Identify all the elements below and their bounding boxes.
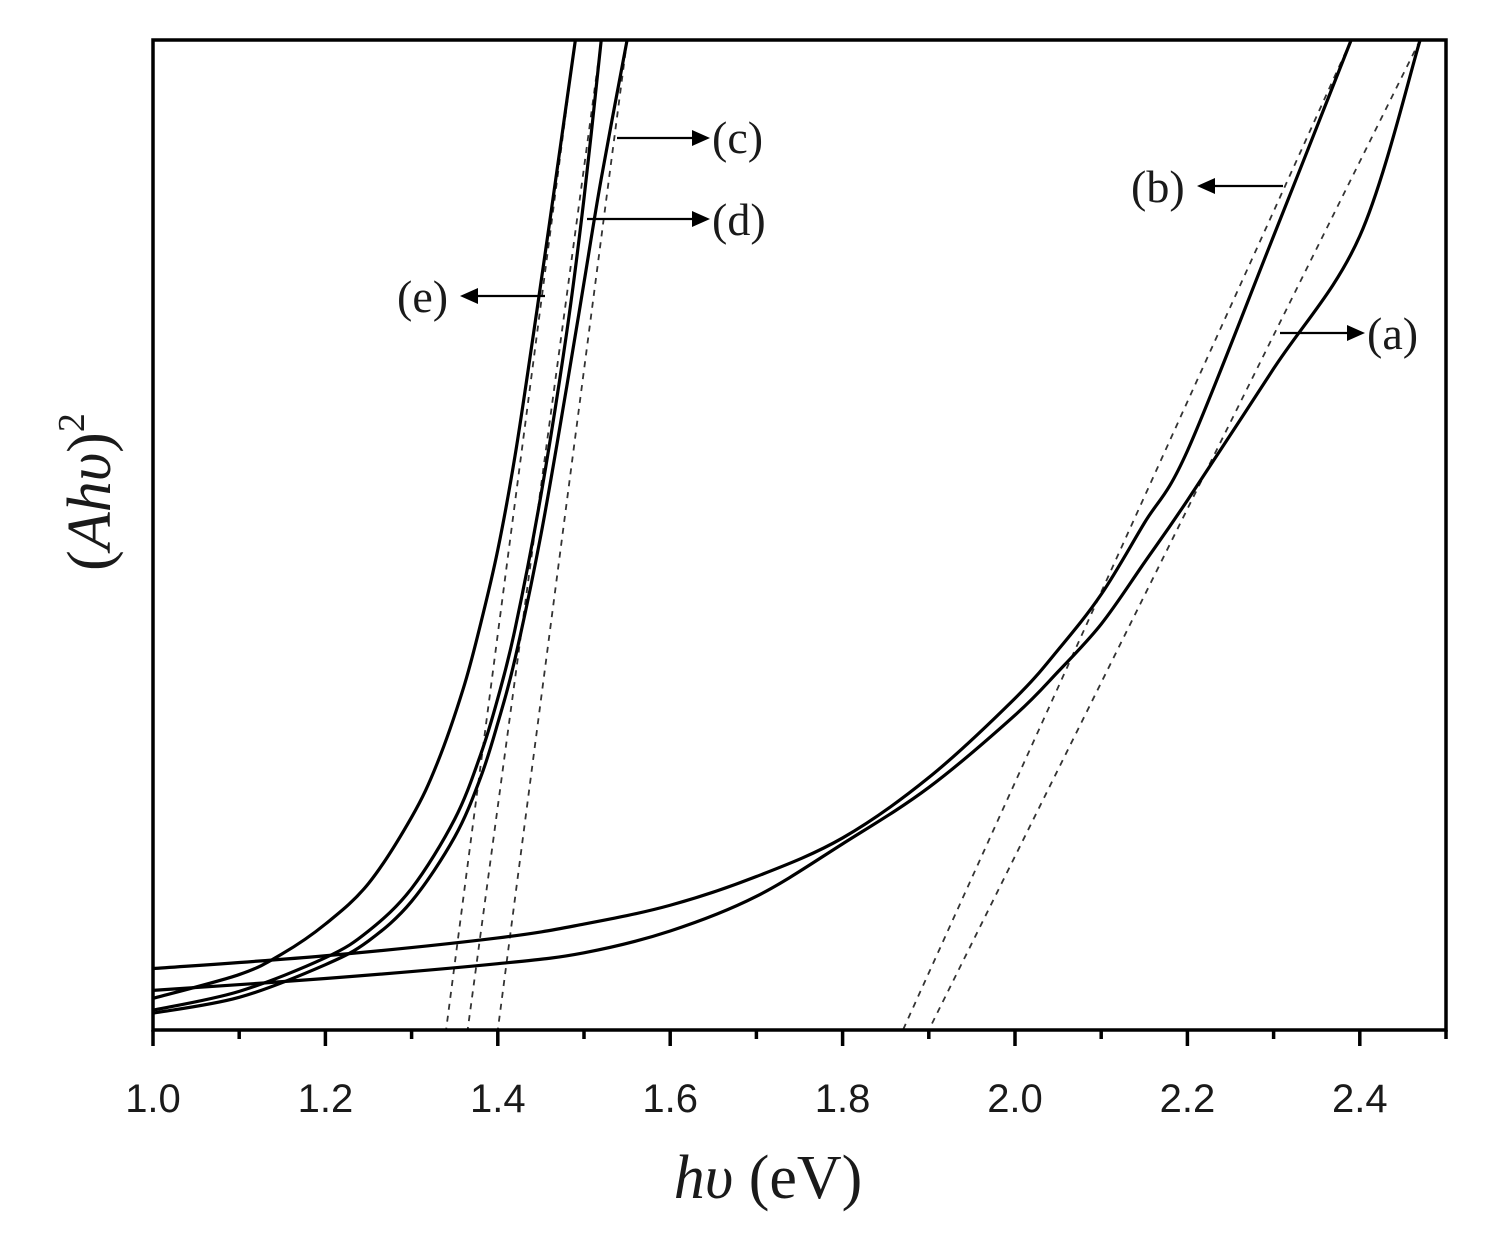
label-d: (d) xyxy=(712,194,766,245)
annotation-b: (b) xyxy=(1131,161,1283,212)
tauc-fit-lines xyxy=(445,39,1421,1031)
arrowhead-e-icon xyxy=(460,288,478,304)
label-a: (a) xyxy=(1367,308,1418,359)
x-tick-label: 1.4 xyxy=(470,1077,526,1121)
x-axis-title-symbol: hυ xyxy=(674,1144,733,1212)
annotation-e: (e) xyxy=(397,271,545,322)
curve-a xyxy=(152,39,1422,992)
annotation-a: (a) xyxy=(1280,308,1418,359)
label-e: (e) xyxy=(397,271,448,322)
y-axis-title-open-paren: ( xyxy=(56,550,124,571)
x-tick-label: 2.2 xyxy=(1160,1077,1216,1121)
fit-line-c xyxy=(496,39,628,1031)
y-axis-title-exponent: 2 xyxy=(51,413,93,432)
arrowhead-b-icon xyxy=(1197,178,1215,194)
x-axis-title-unit: (eV) xyxy=(733,1144,862,1212)
fit-line-a xyxy=(927,39,1421,1031)
fit-line-d xyxy=(466,39,603,1031)
x-axis-ticks xyxy=(151,1030,1448,1046)
y-axis-title-close-paren: ) xyxy=(56,432,124,453)
x-tick-label: 1.2 xyxy=(298,1077,354,1121)
x-axis-title: hυ (eV) xyxy=(674,1144,863,1212)
y-axis-title: (Ahυ)2 xyxy=(51,413,124,571)
x-axis-tick-labels: 1.0 1.2 1.4 1.6 1.8 2.0 2.2 2.4 xyxy=(125,1077,1387,1121)
y-axis-title-symbol: Ahυ xyxy=(56,453,124,554)
annotation-c: (c) xyxy=(617,112,763,163)
label-c: (c) xyxy=(712,112,763,163)
plot-frame xyxy=(151,38,1448,1032)
x-tick-label: 1.8 xyxy=(815,1077,871,1121)
x-tick-label: 1.6 xyxy=(642,1077,698,1121)
curve-d xyxy=(152,39,603,1012)
fit-line-b xyxy=(902,39,1352,1031)
arrowhead-a-icon xyxy=(1347,325,1365,341)
curve-c xyxy=(152,39,629,1015)
arrowhead-c-icon xyxy=(692,130,710,146)
curve-e xyxy=(152,39,577,1000)
label-b: (b) xyxy=(1131,161,1185,212)
fit-line-e xyxy=(445,39,577,1031)
curve-b xyxy=(152,39,1353,971)
x-tick-label: 1.0 xyxy=(125,1077,181,1121)
x-tick-label: 2.0 xyxy=(987,1077,1043,1121)
x-tick-label: 2.4 xyxy=(1332,1077,1388,1121)
arrowhead-d-icon xyxy=(692,211,710,227)
absorption-curves xyxy=(152,39,1422,1015)
annotation-d: (d) xyxy=(587,194,766,245)
